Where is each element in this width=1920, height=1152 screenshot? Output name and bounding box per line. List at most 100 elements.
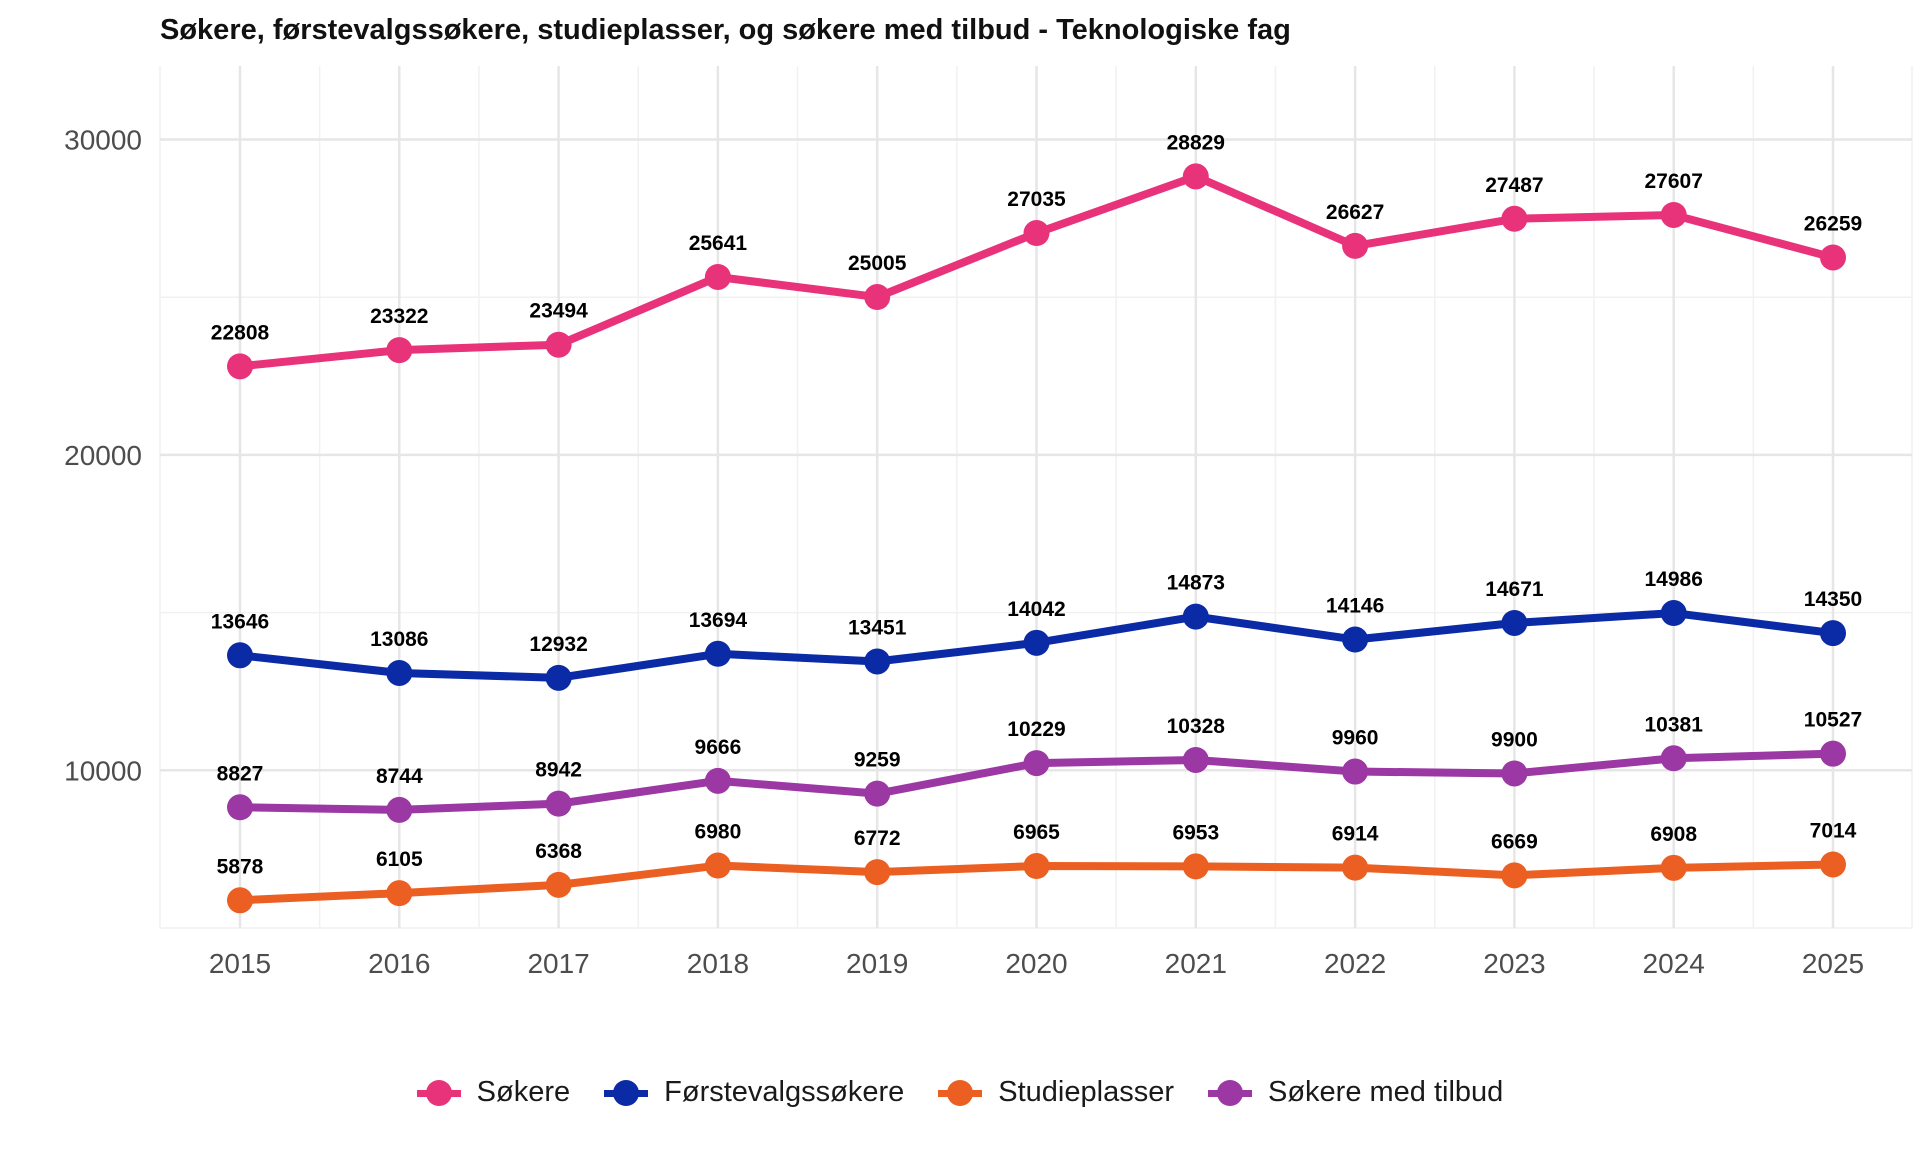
data-point xyxy=(1182,746,1209,773)
data-label: 9259 xyxy=(854,749,901,772)
x-tick-label: 2018 xyxy=(687,948,749,979)
data-label: 10328 xyxy=(1167,715,1226,738)
y-tick-label: 10000 xyxy=(64,755,142,786)
x-tick-label: 2019 xyxy=(846,948,908,979)
legend-key xyxy=(604,1079,649,1107)
data-label: 10229 xyxy=(1007,718,1065,741)
data-label: 22808 xyxy=(211,321,270,344)
legend-item: Søkere med tilbud xyxy=(1207,1076,1503,1109)
data-label: 23494 xyxy=(529,300,588,323)
data-point xyxy=(1342,854,1369,881)
data-point xyxy=(1660,854,1687,881)
x-tick-label: 2024 xyxy=(1643,948,1705,979)
data-label: 12932 xyxy=(529,633,587,656)
legend-key xyxy=(1207,1079,1252,1107)
data-point xyxy=(545,664,572,691)
data-point xyxy=(1820,740,1846,767)
data-label: 14042 xyxy=(1007,598,1065,621)
legend-key-dot xyxy=(613,1079,640,1106)
data-point xyxy=(1660,600,1687,627)
x-tick-label: 2025 xyxy=(1802,948,1864,979)
data-point xyxy=(704,263,731,290)
data-point xyxy=(1342,626,1369,653)
data-point xyxy=(227,642,253,669)
data-point xyxy=(1820,620,1846,647)
data-point xyxy=(1182,853,1209,880)
data-label: 14146 xyxy=(1326,595,1384,618)
data-label: 14873 xyxy=(1167,572,1225,595)
data-point xyxy=(704,852,731,879)
data-point xyxy=(227,794,253,821)
legend-key xyxy=(416,1079,461,1107)
data-point xyxy=(1501,609,1528,636)
y-tick-label: 30000 xyxy=(64,125,142,156)
data-point xyxy=(704,767,731,794)
data-label: 6980 xyxy=(695,821,742,844)
data-label: 8744 xyxy=(376,765,423,788)
x-tick-label: 2017 xyxy=(527,948,589,979)
data-point xyxy=(1501,862,1528,889)
data-label: 9960 xyxy=(1332,727,1379,750)
data-label: 27607 xyxy=(1644,170,1702,193)
data-label: 14671 xyxy=(1485,578,1544,601)
legend-label: Søkere xyxy=(476,1076,571,1108)
x-tick-label: 2016 xyxy=(368,948,430,979)
data-point xyxy=(1023,853,1050,880)
data-point xyxy=(1660,201,1687,228)
data-label: 25005 xyxy=(848,252,907,275)
data-label: 8942 xyxy=(535,759,582,782)
legend-key-dot xyxy=(1216,1079,1243,1106)
data-point xyxy=(227,353,253,380)
data-point xyxy=(386,880,413,907)
data-label: 23322 xyxy=(370,305,428,328)
data-label: 26259 xyxy=(1804,212,1862,235)
data-point xyxy=(227,887,253,914)
data-label: 13646 xyxy=(211,610,269,633)
data-point xyxy=(1342,232,1369,259)
data-point xyxy=(864,284,891,311)
x-tick-label: 2021 xyxy=(1165,948,1227,979)
data-label: 25641 xyxy=(689,232,748,255)
data-point xyxy=(1501,760,1528,787)
legend-item: Studieplasser xyxy=(938,1076,1174,1109)
data-label: 13694 xyxy=(689,609,748,632)
data-label: 6669 xyxy=(1491,830,1538,853)
data-point xyxy=(1023,220,1050,247)
data-label: 6105 xyxy=(376,848,423,871)
data-label: 27035 xyxy=(1007,188,1066,211)
data-label: 5878 xyxy=(217,855,264,878)
data-point xyxy=(1501,205,1528,232)
data-point xyxy=(864,648,891,675)
x-tick-label: 2023 xyxy=(1483,948,1545,979)
y-tick-label: 20000 xyxy=(64,440,142,471)
data-label: 14350 xyxy=(1804,588,1862,611)
data-point xyxy=(386,337,413,364)
data-label: 26627 xyxy=(1326,201,1384,224)
data-point xyxy=(545,871,572,898)
data-point xyxy=(864,780,891,807)
data-point xyxy=(1820,244,1846,271)
x-tick-label: 2015 xyxy=(209,948,271,979)
data-point xyxy=(386,796,413,823)
data-point xyxy=(545,331,572,358)
legend-item: Søkere xyxy=(416,1076,571,1109)
data-point xyxy=(704,640,731,667)
data-label: 8827 xyxy=(217,762,264,785)
data-label: 10527 xyxy=(1804,709,1862,732)
legend-key-dot xyxy=(425,1079,452,1106)
data-point xyxy=(864,859,891,886)
legend-key xyxy=(938,1079,983,1107)
data-point xyxy=(1660,745,1687,772)
data-label: 28829 xyxy=(1167,131,1225,154)
data-label: 6368 xyxy=(535,840,582,863)
data-point xyxy=(1342,758,1369,785)
data-point xyxy=(386,659,413,686)
data-label: 6965 xyxy=(1013,821,1060,844)
data-label: 6772 xyxy=(854,827,901,850)
data-label: 13086 xyxy=(370,628,428,651)
data-label: 6908 xyxy=(1650,823,1697,846)
data-point xyxy=(1820,851,1846,878)
data-label: 10381 xyxy=(1644,713,1703,736)
data-point xyxy=(1182,603,1209,630)
